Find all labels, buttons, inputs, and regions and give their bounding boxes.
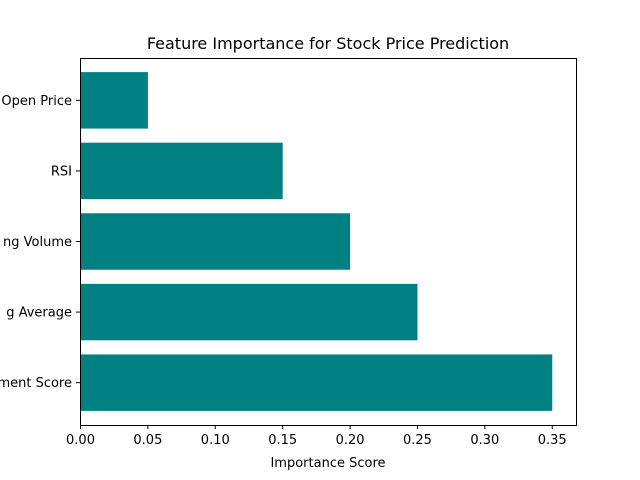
x-tick-label: 0.20 (336, 433, 365, 448)
x-axis-label: Importance Score (270, 456, 385, 471)
x-tick-label: 0.35 (538, 433, 567, 448)
y-tick-label: Open Price (1, 94, 72, 109)
bars-group (80, 72, 553, 411)
bar-rsi (80, 142, 283, 200)
x-tick-label: 0.25 (403, 433, 432, 448)
bar-open-price (80, 72, 148, 129)
x-axis-ticks: 0.00 0.05 0.10 0.15 0.20 0.25 0.30 0.35 (66, 425, 567, 448)
y-axis-ticks: Open Price RSI ng Volume g Average ment Scor… (0, 94, 80, 391)
y-tick-label: RSI (51, 164, 72, 179)
x-tick-label: 0.05 (133, 433, 162, 448)
x-tick-label: 0.10 (201, 433, 230, 448)
x-tick-label: 0.15 (268, 433, 297, 448)
bar-trading-volume (80, 213, 351, 270)
y-tick-label: ment Score (0, 376, 72, 391)
plot-frame (80, 58, 577, 426)
bar-moving-average (80, 283, 418, 341)
chart-title: Feature Importance for Stock Price Predi… (147, 34, 509, 53)
y-tick-label: g Average (6, 306, 72, 321)
x-tick-label: 0.30 (470, 433, 499, 448)
x-tick-label: 0.00 (66, 433, 95, 448)
y-tick-label: ng Volume (3, 235, 72, 250)
bar-sentiment-score (80, 354, 553, 411)
